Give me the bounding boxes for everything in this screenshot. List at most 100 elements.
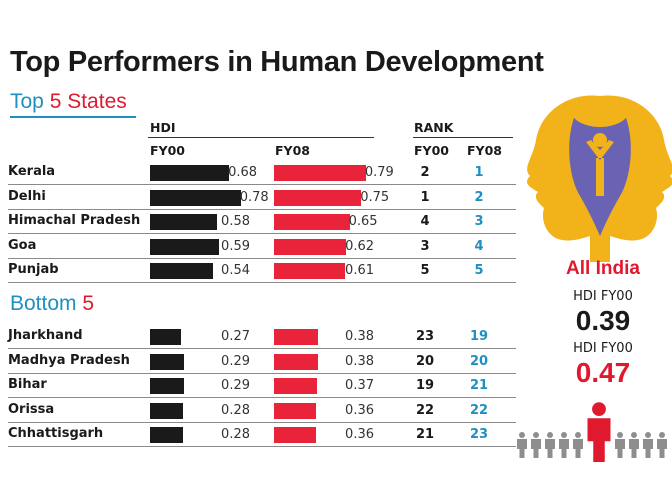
hdi-fy00-bar	[150, 214, 218, 230]
hdi-fy00-bar	[150, 189, 241, 206]
hdi-fy00-bar	[150, 378, 184, 394]
hdi-fy08-bar	[274, 165, 366, 181]
hdi-fy08-value: 0.62	[345, 238, 375, 254]
hdi-fy00-value: 0.28	[221, 402, 250, 418]
hdi-fy08-value: 0.37	[345, 378, 374, 393]
hdi-fy00-bar	[150, 329, 182, 345]
row-separator	[8, 348, 516, 349]
hdi-fy08-value: 0.61	[345, 263, 374, 278]
person-icon	[615, 432, 625, 458]
row-separator	[8, 257, 516, 259]
hdi-fy08-bar	[274, 353, 319, 370]
hdi-fy08-bar	[274, 263, 345, 279]
hdi-fy08-value: 0.79	[364, 165, 394, 180]
bottom-section-word: Bottom	[10, 292, 77, 315]
row-separator	[8, 208, 516, 210]
rank-fy08-value: 2	[474, 189, 484, 205]
person-icon	[657, 432, 667, 458]
rank-fy00-value: 20	[415, 353, 435, 369]
rank-fy00-value: 23	[415, 329, 435, 344]
rank-fy00-value: 21	[415, 427, 435, 442]
state-name: Orissa	[8, 401, 55, 417]
hdi-fy08-value: 0.36	[345, 427, 374, 442]
rank-fy08-value: 5	[474, 263, 484, 278]
hdi-fy00-bar	[150, 402, 183, 419]
state-name: Chhattisgarh	[8, 426, 104, 441]
logo-figure-head	[593, 133, 607, 147]
bottom-section-count: 5	[82, 292, 95, 315]
hdi-fy08-value: 0.36	[345, 402, 374, 418]
rank-fy08-value: 3	[474, 214, 484, 229]
rank-fy00-value: 4	[420, 214, 430, 229]
rank-fy00-value: 5	[420, 263, 430, 278]
hdi-fy08-value: 0.38	[345, 329, 374, 344]
hdi-fy00-bar	[150, 427, 183, 443]
hdi-fy00-value: 0.28	[221, 427, 250, 442]
all-india-value-1: 0.39	[575, 305, 631, 336]
rank-fy08-value: 1	[474, 165, 484, 180]
top-section-underline	[10, 116, 136, 118]
person-icon	[643, 432, 653, 458]
hdi-fy00-value: 0.29	[221, 378, 250, 393]
rank-header-rule	[413, 137, 513, 139]
top-section-count: 5 States	[49, 90, 127, 113]
hdi-fy00-bar	[150, 263, 213, 279]
rank-fy08-value: 4	[474, 238, 484, 254]
person-icon	[531, 432, 541, 458]
bottom-section-heading: Bottom 5	[10, 292, 94, 316]
row-separator	[8, 282, 516, 283]
state-name: Goa	[8, 237, 37, 253]
row-separator	[8, 397, 516, 398]
person-icon	[517, 432, 527, 458]
state-name: Himachal Pradesh	[8, 213, 141, 228]
rank-header: RANK	[414, 120, 454, 135]
rank-fy00-value: 2	[420, 165, 430, 180]
hdi-fy00-value: 0.58	[221, 214, 250, 229]
hdi-fy08-header: FY08	[275, 143, 310, 158]
hdi-fy00-value: 0.78	[239, 189, 269, 205]
state-name: Jharkhand	[8, 328, 83, 343]
person-icon	[573, 432, 583, 458]
rank-fy08-value: 21	[469, 378, 489, 393]
hdi-fy08-bar	[274, 427, 316, 443]
rank-fy00-value: 22	[415, 402, 435, 418]
state-name: Delhi	[8, 188, 46, 204]
hdi-fy08-bar	[274, 329, 319, 345]
row-separator	[8, 372, 516, 374]
top-section-heading: Top 5 States	[10, 90, 127, 114]
hdi-fy00-value: 0.29	[221, 353, 250, 369]
rank-fy00-value: 3	[420, 238, 430, 254]
row-separator	[8, 421, 516, 423]
row-separator	[8, 446, 516, 447]
person-icon	[629, 432, 639, 458]
state-name: Punjab	[8, 262, 59, 277]
hdi-fy08-bar	[274, 402, 316, 419]
hdi-fy08-bar	[274, 378, 317, 394]
rank-fy08-value: 20	[469, 353, 489, 369]
hdi-header-rule	[148, 137, 374, 139]
hdi-fy00-value: 0.54	[221, 263, 250, 278]
person-icon-highlight	[587, 402, 611, 462]
hdi-fy00-value: 0.27	[221, 329, 250, 344]
hdi-fy00-bar	[150, 353, 184, 370]
hdi-fy08-value: 0.65	[348, 214, 378, 229]
hdi-fy08-value: 0.75	[360, 189, 390, 205]
all-india-value-2: 0.47	[575, 357, 631, 388]
hdi-fy08-bar	[274, 189, 362, 206]
top-section-word: Top	[10, 90, 44, 113]
state-name: Bihar	[8, 377, 47, 392]
hdi-header: HDI	[150, 120, 176, 135]
person-icon	[545, 432, 555, 458]
rank-fy00-value: 19	[415, 378, 435, 393]
state-name: Madhya Pradesh	[8, 352, 130, 368]
hdi-fy00-value: 0.59	[221, 238, 250, 254]
logo-figure-body	[586, 140, 614, 196]
all-india-hdi-label-2: HDI FY00	[573, 341, 633, 356]
rank-fy00-header: FY00	[414, 143, 449, 158]
person-icon	[559, 432, 569, 458]
hdi-fy08-bar	[274, 238, 347, 255]
hdi-fy00-bar	[150, 165, 230, 181]
rank-fy08-value: 23	[469, 427, 489, 442]
